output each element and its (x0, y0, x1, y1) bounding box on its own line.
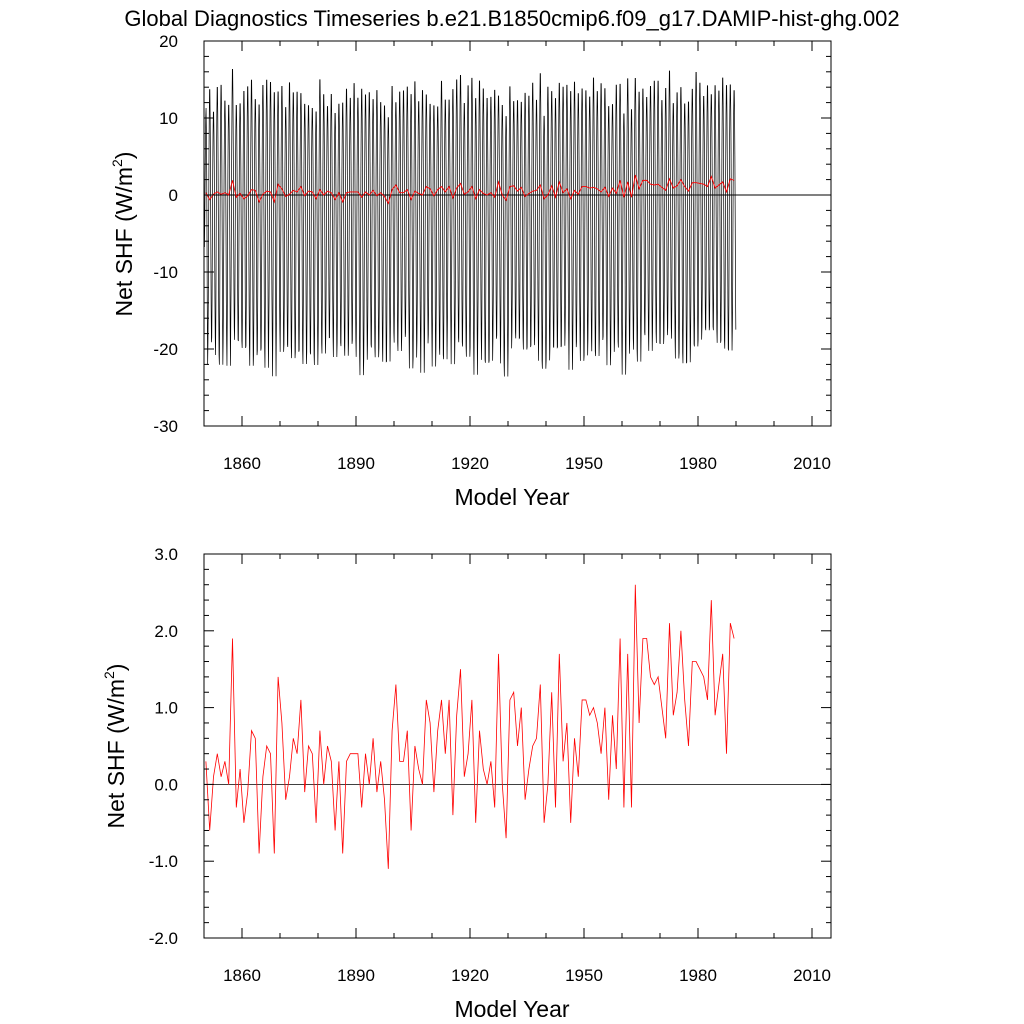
y-tick-label: 10 (159, 109, 178, 128)
top-plot-frame (203, 40, 832, 427)
x-tick-label: 1890 (337, 966, 375, 985)
y-tick-label: 0.0 (154, 775, 178, 794)
x-tick-label: 1860 (223, 454, 261, 473)
bottom-y-tick-labels: 3.0 2.0 1.0 0.0 -1.0 -2.0 (149, 545, 178, 948)
bottom-ticks (203, 553, 831, 939)
x-tick-label: 1980 (679, 454, 717, 473)
top-y-axis-title: Net SHF (W/m2) (109, 152, 137, 317)
x-tick-label: 1890 (337, 454, 375, 473)
bottom-y-axis-title: Net SHF (W/m2) (101, 664, 129, 829)
top-monthly-series (203, 68, 737, 377)
top-annual-series (205, 174, 735, 205)
x-tick-label: 2010 (793, 966, 831, 985)
y-tick-label: -20 (153, 340, 178, 359)
bottom-plot-frame (203, 553, 832, 939)
panel-bottom: 3.0 2.0 1.0 0.0 -1.0 -2.0 1860 1890 1920 1950 198… (101, 545, 832, 1022)
y-tick-label: -10 (153, 263, 178, 282)
figure-title: Global Diagnostics Timeseries b.e21.B185… (124, 6, 899, 31)
top-ticks (203, 40, 831, 427)
y-tick-label: 2.0 (154, 622, 178, 641)
x-tick-label: 1920 (451, 454, 489, 473)
x-tick-label: 1950 (565, 454, 603, 473)
x-tick-label: 1920 (451, 966, 489, 985)
top-x-tick-labels: 1860 1890 1920 1950 1980 2010 (223, 454, 831, 473)
y-tick-label: 0 (169, 186, 178, 205)
x-tick-label: 1980 (679, 966, 717, 985)
bottom-x-tick-labels: 1860 1890 1920 1950 1980 2010 (223, 966, 831, 985)
y-tick-label: -1.0 (149, 852, 178, 871)
bottom-x-axis-title: Model Year (454, 996, 569, 1022)
bottom-annual-series (205, 584, 735, 869)
monthly-series-line (203, 68, 737, 377)
y-tick-label: -30 (153, 417, 178, 436)
x-tick-label: 1860 (223, 966, 261, 985)
top-y-tick-labels: 20 10 0 -10 -20 -30 (153, 32, 178, 436)
y-tick-label: 20 (159, 32, 178, 51)
y-tick-label: 1.0 (154, 699, 178, 718)
y-tick-label: 3.0 (154, 545, 178, 564)
x-tick-label: 2010 (793, 454, 831, 473)
y-tick-label: -2.0 (149, 929, 178, 948)
top-x-axis-title: Model Year (454, 484, 569, 510)
x-tick-label: 1950 (565, 966, 603, 985)
